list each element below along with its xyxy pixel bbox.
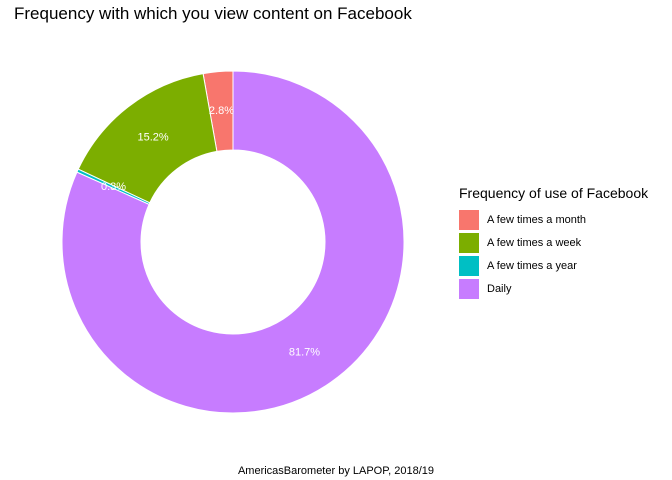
legend-label: A few times a month xyxy=(487,213,587,226)
slice-label: 0.3% xyxy=(101,181,126,193)
legend-item-daily: Daily xyxy=(459,277,648,300)
legend-title: Frequency of use of Facebook xyxy=(459,185,649,201)
slice-label: 2.8% xyxy=(209,105,234,117)
chart-title: Frequency with which you view content on… xyxy=(14,4,412,23)
slice-daily xyxy=(61,70,405,414)
legend-label: A few times a week xyxy=(487,236,582,249)
legend-label: Daily xyxy=(487,282,512,295)
legend-swatch xyxy=(459,209,479,230)
chart-caption: AmericasBarometer by LAPOP, 2018/19 xyxy=(237,465,435,477)
legend: Frequency of use of Facebook A few times… xyxy=(459,185,648,300)
legend-label: A few times a year xyxy=(487,259,577,272)
legend-swatch xyxy=(459,232,479,253)
legend-swatch xyxy=(459,278,479,299)
legend-swatch xyxy=(459,255,479,276)
legend-item-few-times-week: A few times a week xyxy=(459,231,648,254)
slice-label: 15.2% xyxy=(137,131,168,143)
legend-item-few-times-month: A few times a month xyxy=(459,208,648,231)
legend-item-few-times-year: A few times a year xyxy=(459,254,648,277)
slice-label: 81.7% xyxy=(289,346,320,358)
